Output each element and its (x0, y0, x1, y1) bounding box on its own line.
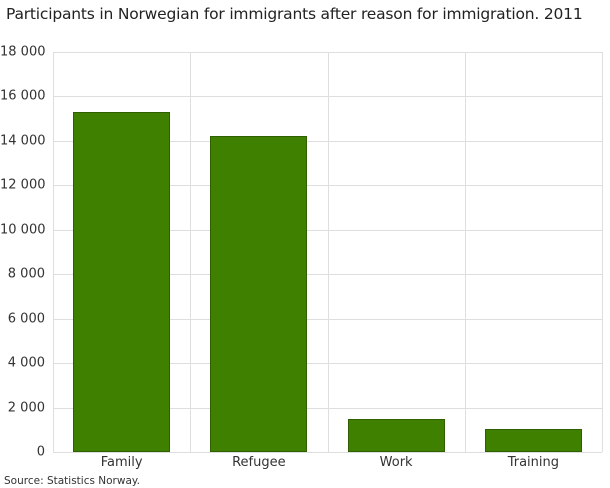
bar-work[interactable] (347, 418, 445, 452)
gridline-vertical (190, 52, 192, 452)
bar-family[interactable] (73, 111, 171, 452)
gridline-vertical (464, 52, 466, 452)
gridline-vertical (53, 52, 54, 452)
x-tick-label: Family (100, 455, 143, 470)
y-tick-label: 2 000 (7, 400, 45, 416)
gridline-horizontal (53, 452, 602, 453)
y-tick-label: 0 (36, 444, 45, 460)
y-tick-label: 12 000 (0, 177, 46, 193)
x-tick-label: Work (379, 455, 413, 470)
chart-title: Participants in Norwegian for immigrants… (6, 5, 583, 23)
bar-refugee[interactable] (210, 135, 308, 452)
y-tick-label: 16 000 (0, 88, 46, 104)
x-tick-label: Refugee (232, 455, 286, 470)
plot-area (53, 52, 603, 453)
y-tick-label: 8 000 (7, 266, 45, 282)
gridline-vertical (602, 52, 603, 452)
y-tick-label: 10 000 (0, 222, 46, 238)
y-tick-label: 14 000 (0, 133, 46, 149)
y-tick-label: 18 000 (0, 44, 46, 60)
gridline-vertical (327, 52, 329, 452)
y-tick-label: 6 000 (7, 311, 45, 327)
y-tick-label: 4 000 (7, 355, 45, 371)
x-tick-label: Training (507, 455, 560, 470)
bar-training[interactable] (484, 428, 582, 452)
source-note: Source: Statistics Norway. (4, 475, 140, 487)
